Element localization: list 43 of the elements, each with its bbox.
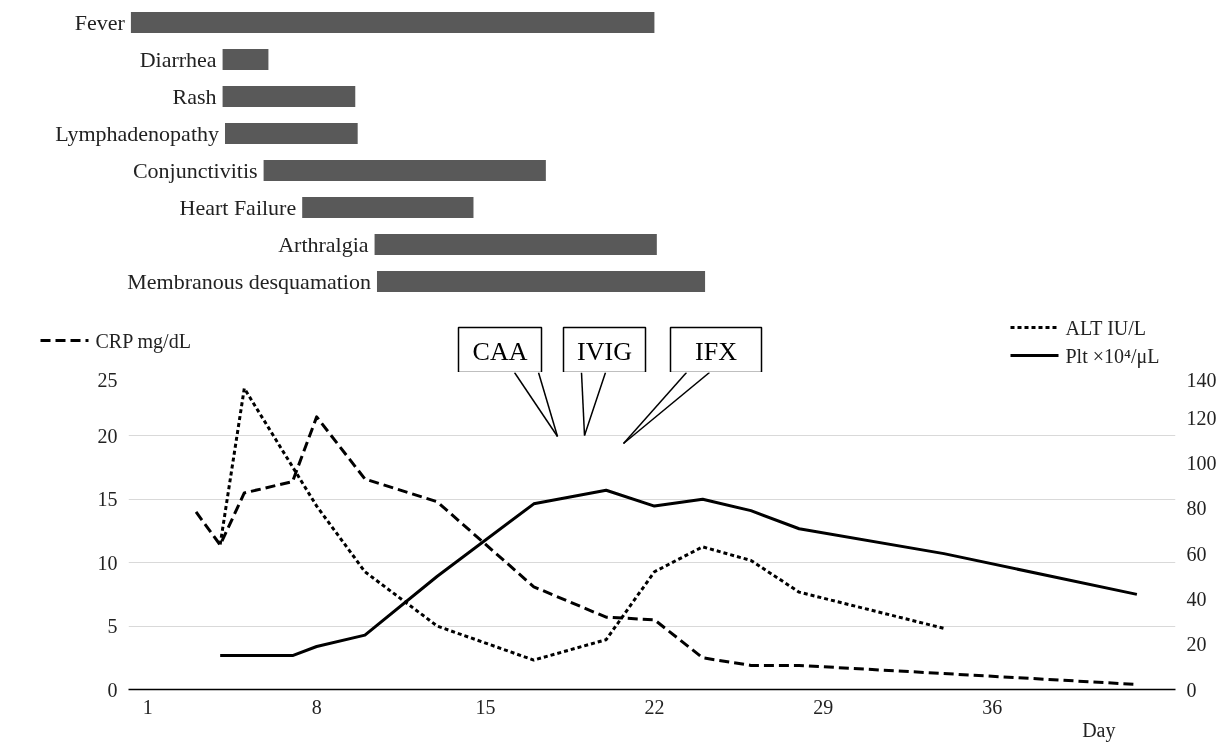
x-tick-label: 8 — [311, 695, 322, 718]
y2-tick-label: 100 — [1186, 452, 1217, 475]
x-tick-label: 29 — [813, 695, 834, 718]
category-label: Fever — [74, 10, 125, 35]
category-label: Arthralgia — [278, 232, 369, 257]
category-label: Rash — [172, 84, 217, 109]
y2-tick-label: 120 — [1186, 406, 1217, 429]
y2-tick-label: 20 — [1186, 633, 1207, 656]
x-tick-label: 36 — [982, 695, 1003, 718]
legend-label: ALT IU/L — [1065, 316, 1147, 339]
x-tick-label: 22 — [644, 695, 665, 718]
bar — [374, 234, 657, 255]
legend-label: CRP mg/dL — [95, 329, 191, 353]
y2-tick-label: 140 — [1186, 368, 1217, 391]
y-tick-label: 5 — [107, 615, 118, 638]
bar — [263, 160, 546, 181]
bar — [376, 271, 706, 292]
category-label: Membranous desquamation — [127, 269, 371, 294]
category-label: Diarrhea — [139, 47, 217, 72]
category-label: Heart Failure — [179, 195, 297, 220]
x-axis-title: Day — [1082, 718, 1116, 742]
y2-tick-label: 40 — [1186, 587, 1207, 610]
y-tick-label: 10 — [97, 551, 118, 574]
bar — [302, 197, 474, 218]
y-tick-label: 0 — [107, 678, 118, 701]
bar — [222, 49, 269, 70]
category-label: Lymphadenopathy — [55, 121, 219, 146]
y2-tick-label: 80 — [1186, 497, 1207, 520]
text: CAA — [472, 337, 528, 366]
category-label: Conjunctivitis — [132, 158, 258, 183]
legend-label: Plt ×10⁴/μL — [1065, 344, 1160, 368]
text: IFX — [695, 337, 738, 366]
x-tick-label: 15 — [475, 695, 496, 718]
bar — [222, 86, 356, 107]
y-tick-label: 25 — [97, 368, 118, 391]
y2-tick-label: 0 — [1186, 678, 1197, 701]
y2-tick-label: 60 — [1186, 542, 1207, 565]
bar — [130, 12, 655, 33]
text: IVIG — [577, 337, 632, 366]
x-tick-label: 1 — [142, 695, 153, 718]
y-tick-label: 15 — [97, 488, 118, 511]
bar — [225, 123, 358, 144]
y-tick-label: 20 — [97, 424, 118, 447]
